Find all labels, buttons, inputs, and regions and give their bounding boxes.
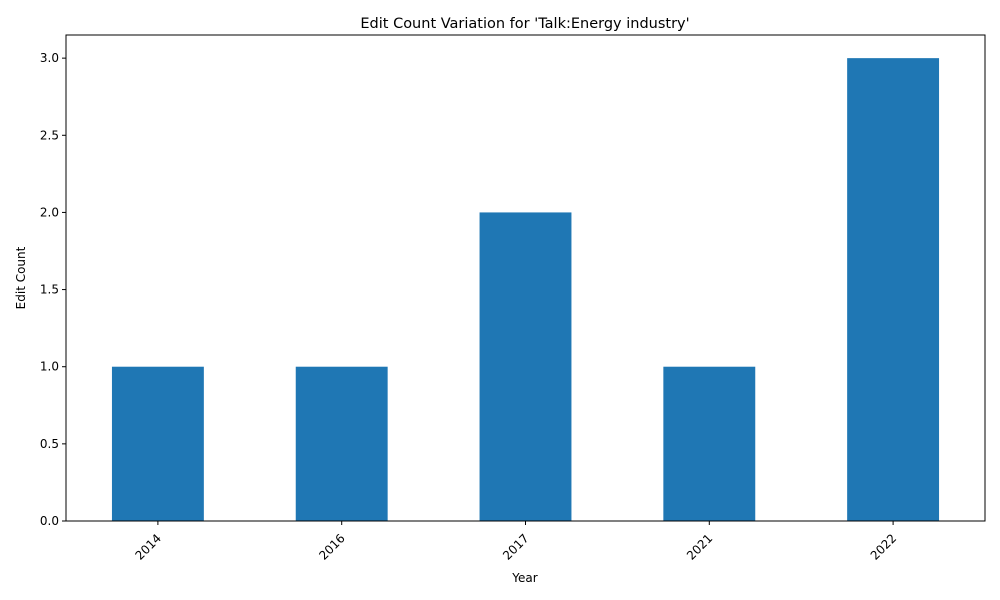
plot-frame [65, 34, 986, 522]
y-tick-label: 2.0 [40, 205, 59, 219]
y-tick-label: 3.0 [40, 51, 59, 65]
bar-2017 [479, 212, 572, 521]
y-tick-label: 1.0 [40, 360, 59, 374]
bar-2021 [663, 366, 756, 521]
axes-border [65, 34, 986, 522]
bars [111, 58, 940, 522]
x-tick-label: 2017 [500, 531, 531, 562]
x-tick-label: 2014 [133, 531, 164, 562]
x-axis-ticks: 2014 2016 2017 2021 2022 [133, 521, 899, 563]
bar-2022 [847, 58, 940, 522]
x-axis-label: Year [511, 571, 537, 585]
chart-title: Edit Count Variation for 'Talk:Energy in… [360, 16, 689, 32]
y-tick-label: 2.5 [40, 128, 59, 142]
x-tick-label: 2022 [868, 531, 899, 562]
x-tick-label: 2021 [684, 531, 715, 562]
y-axis-label: Edit Count [14, 246, 28, 309]
y-axis-ticks: 0.0 0.5 1.0 1.5 2.0 2.5 3.0 [40, 51, 66, 528]
y-tick-label: 0.0 [40, 514, 59, 528]
y-tick-label: 1.5 [40, 283, 59, 297]
y-tick-label: 0.5 [40, 437, 59, 451]
bar-2016 [295, 366, 388, 521]
x-tick-label: 2016 [316, 531, 347, 562]
bar-2014 [111, 366, 204, 521]
